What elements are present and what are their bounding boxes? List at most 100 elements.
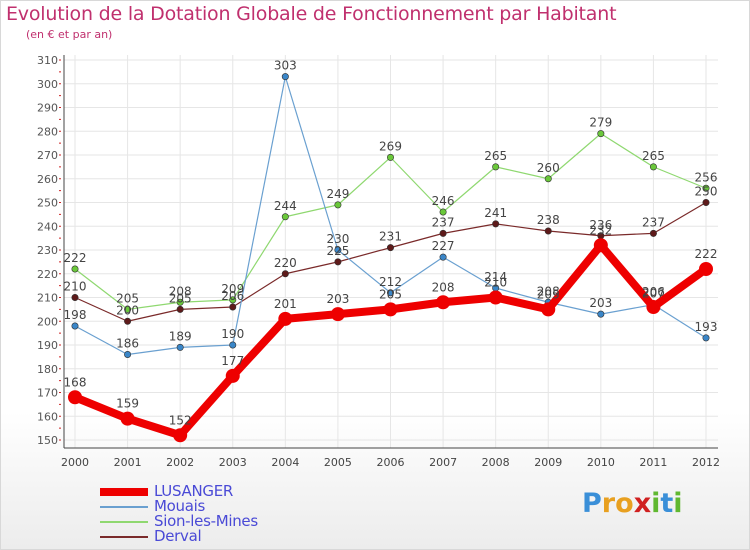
data-point-lusanger (278, 311, 293, 326)
legend-item-mouais: Mouais (100, 499, 258, 514)
data-label-lusanger: 152 (169, 413, 192, 427)
data-point-derval (649, 229, 657, 237)
data-point-mouais (386, 289, 394, 297)
data-label-sion-les-mines: 265 (642, 149, 665, 163)
data-label-lusanger: 201 (274, 297, 297, 311)
data-label-derval: 238 (537, 213, 560, 227)
data-point-sion-les-mines (544, 175, 552, 183)
data-label-sion-les-mines: 208 (169, 284, 192, 298)
data-point-sion-les-mines (281, 213, 289, 221)
legend: LUSANGER Mouais Sion-les-Mines Derval (100, 484, 258, 544)
data-label-mouais: 227 (432, 239, 455, 253)
logo-letter: x (633, 488, 652, 519)
y-tick-label: 270 (37, 149, 58, 162)
y-tick-label: 290 (37, 102, 58, 115)
x-tick-label: 2002 (166, 456, 194, 469)
x-tick-label: 2003 (219, 456, 247, 469)
grid-lines (64, 55, 718, 448)
x-tick-label: 2007 (429, 456, 457, 469)
data-point-lusanger (68, 390, 82, 405)
axes: 150 160 170 180 190 200 210 220 230 240 250 260 270 2… (37, 54, 720, 469)
data-label-sion-les-mines: 256 (695, 170, 718, 184)
data-label-lusanger: 205 (379, 287, 402, 301)
data-point-sion-les-mines (439, 208, 447, 216)
y-tick-label: 300 (37, 78, 58, 91)
data-label-sion-les-mines: 205 (116, 291, 139, 305)
data-point-sion-les-mines (386, 153, 394, 161)
data-point-derval (492, 220, 500, 228)
data-label-lusanger: 210 (484, 276, 507, 290)
data-point-lusanger (541, 302, 556, 317)
data-label-derval: 241 (484, 206, 507, 220)
data-label-mouais: 198 (64, 308, 87, 322)
logo-letter: r (601, 488, 616, 519)
data-point-mouais (71, 322, 79, 330)
data-label-lusanger: 232 (589, 223, 612, 237)
data-point-sion-les-mines (649, 163, 657, 171)
data-label-mouais: 214 (484, 270, 507, 284)
data-point-sion-les-mines (71, 265, 79, 273)
x-tick-label: 2005 (324, 456, 352, 469)
data-point-sion-les-mines (176, 298, 184, 306)
y-tick-label: 200 (37, 315, 58, 328)
data-point-derval (124, 317, 132, 325)
data-label-mouais: 303 (274, 59, 297, 73)
x-tick-label: 2000 (61, 456, 89, 469)
x-tick-label: 2010 (587, 456, 615, 469)
data-point-mouais (334, 246, 342, 254)
series-lines (68, 73, 713, 443)
legend-swatch (100, 487, 148, 496)
legend-swatch (100, 505, 148, 508)
data-label-lusanger: 203 (326, 292, 349, 306)
data-label-sion-les-mines: 244 (274, 199, 297, 213)
x-tick-label: 2004 (271, 456, 299, 469)
proxiti-logo: Proxiti (582, 488, 683, 519)
data-label-sion-les-mines: 269 (379, 139, 402, 153)
x-tick-label: 2009 (534, 456, 562, 469)
data-label-derval: 200 (116, 303, 139, 317)
x-tick-label: 2012 (692, 456, 720, 469)
data-label-derval: 237 (642, 215, 665, 229)
data-label-derval: 206 (221, 289, 244, 303)
data-point-derval (702, 199, 710, 207)
legend-label: LUSANGER (154, 482, 233, 500)
y-tick-label: 240 (37, 220, 58, 233)
data-label-derval: 225 (326, 244, 349, 258)
data-point-derval (334, 258, 342, 266)
chart-title: Evolution de la Dotation Globale de Fonc… (6, 3, 617, 25)
data-point-derval (71, 293, 79, 301)
data-point-mouais (124, 350, 132, 358)
y-tick-label: 230 (37, 244, 58, 257)
data-point-lusanger (646, 300, 661, 314)
y-tick-label: 170 (37, 387, 58, 400)
data-label-mouais: 186 (116, 337, 139, 351)
data-point-lusanger (436, 295, 451, 310)
data-label-lusanger: 208 (432, 280, 455, 294)
y-tick-label: 210 (37, 292, 58, 305)
data-point-sion-les-mines (229, 296, 237, 304)
data-point-derval (281, 270, 289, 278)
legend-label: Derval (154, 527, 202, 545)
data-point-lusanger (488, 290, 503, 305)
data-label-mouais: 207 (642, 287, 665, 301)
data-label-derval: 210 (64, 280, 87, 294)
data-label-mouais: 193 (695, 320, 718, 334)
y-tick-label: 260 (37, 173, 58, 186)
data-point-mouais (176, 343, 184, 351)
data-point-lusanger (699, 262, 713, 276)
logo-letter: t (660, 488, 674, 519)
legend-item-derval: Derval (100, 529, 258, 544)
data-label-sion-les-mines: 222 (64, 251, 87, 265)
data-label-sion-les-mines: 249 (326, 187, 349, 201)
y-tick-label: 310 (37, 54, 58, 67)
chart-subtitle: (en € et par an) (26, 28, 113, 41)
legend-swatch (100, 535, 148, 538)
data-label-mouais: 189 (169, 329, 192, 343)
data-label-sion-les-mines: 279 (589, 116, 612, 130)
data-label-lusanger: 159 (116, 397, 139, 411)
data-label-sion-les-mines: 246 (432, 194, 455, 208)
legend-label: Mouais (154, 497, 206, 515)
x-tick-label: 2008 (482, 456, 510, 469)
data-label-mouais: 190 (221, 327, 244, 341)
